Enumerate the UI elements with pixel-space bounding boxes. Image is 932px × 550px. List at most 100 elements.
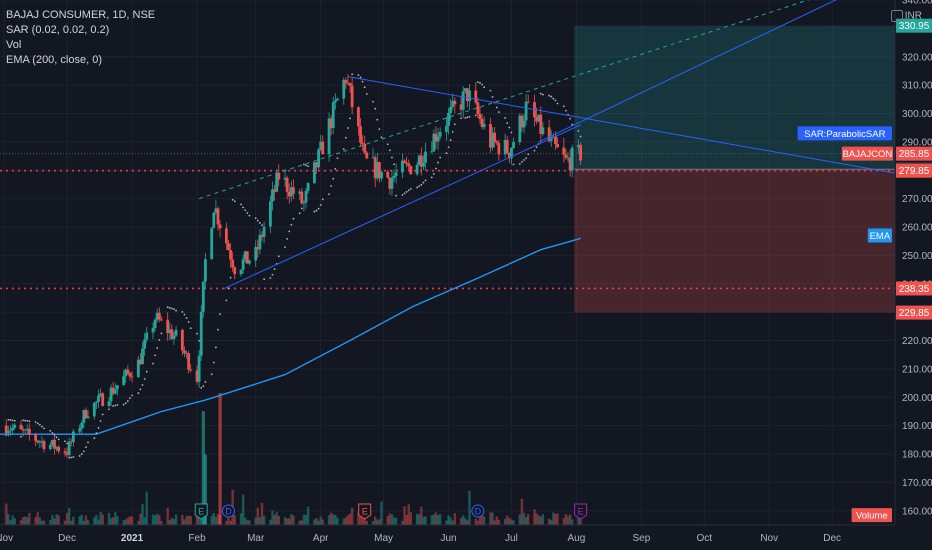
volume-bar: [99, 512, 102, 525]
sar-dot: [550, 95, 553, 98]
candle-body: [579, 144, 582, 161]
sar-dot: [508, 126, 511, 129]
volume-bar: [464, 518, 467, 525]
candle-body: [210, 228, 214, 260]
sar-dot: [347, 127, 349, 129]
currency-label[interactable]: INR: [890, 10, 922, 22]
candle-body: [212, 212, 216, 229]
volume-bar: [93, 517, 96, 525]
sar-dot: [55, 436, 58, 439]
sar-dot: [523, 159, 525, 161]
sar-dot: [166, 306, 169, 309]
volume-bar: [453, 513, 457, 525]
volume-bar: [489, 512, 492, 525]
price-label[interactable]: Volume: [851, 508, 892, 523]
price-label[interactable]: BAJAJCON 285.85: [841, 146, 932, 161]
legend-vol[interactable]: Vol: [6, 39, 22, 51]
candle-body: [23, 429, 27, 431]
volume-bar: [214, 516, 218, 525]
candle-body: [187, 353, 191, 370]
legend-ema[interactable]: EMA (200, close, 0): [6, 54, 102, 66]
price-label[interactable]: SAR:ParabolicSAR: [797, 126, 892, 141]
sar-dot: [521, 161, 523, 163]
price-label[interactable]: 330.95: [896, 18, 932, 33]
sar-dot: [495, 106, 498, 109]
candle-body: [549, 137, 553, 142]
sar-dot: [248, 214, 251, 217]
candle-body: [130, 376, 134, 378]
sar-dot: [28, 420, 31, 423]
volume-bar: [434, 512, 438, 525]
volume-bar: [451, 520, 454, 525]
event-marker-e[interactable]: E: [194, 503, 208, 520]
volume-bar: [5, 503, 8, 525]
volume-bar: [547, 518, 551, 525]
sar-dot: [380, 136, 383, 139]
sar-dot: [569, 117, 572, 120]
volume-bar: [556, 513, 559, 525]
volume-bar: [579, 517, 582, 525]
candle-body: [482, 123, 486, 128]
candle-body: [447, 112, 450, 126]
candle-body: [478, 114, 482, 120]
price-label-box: [896, 146, 932, 161]
sar-dot: [225, 299, 228, 302]
price-label[interactable]: EMA: [867, 228, 892, 243]
volume-bar: [506, 515, 509, 525]
candle-body: [503, 139, 507, 155]
volume-bar: [139, 513, 142, 525]
price-label-box: [841, 146, 893, 161]
sar-dot: [78, 455, 81, 457]
volume-bar: [401, 520, 404, 525]
volume-bar: [174, 514, 178, 525]
x-tick-label: 2021: [121, 533, 144, 544]
sar-dot: [80, 453, 83, 455]
event-marker-e[interactable]: E: [358, 503, 372, 520]
candle-body: [524, 101, 528, 121]
candle-body: [4, 425, 8, 434]
sar-dot: [330, 185, 333, 187]
price-label[interactable]: 229.85: [896, 305, 932, 320]
candle-body: [109, 387, 113, 402]
sar-dot: [313, 210, 316, 213]
candle-body: [476, 102, 480, 115]
volume-bar: [373, 516, 377, 525]
sar-dot: [504, 117, 507, 119]
price-label[interactable]: 279.85: [896, 163, 932, 178]
y-tick-label: 340.00: [902, 0, 932, 7]
event-marker-d[interactable]: D: [221, 504, 235, 518]
legend-sar[interactable]: SAR (0.02, 0.02, 0.2): [6, 24, 110, 36]
sar-dot: [242, 206, 245, 209]
volume-bar: [321, 519, 324, 525]
volume-bar: [292, 515, 295, 525]
candle-body: [331, 102, 335, 128]
sar-dot: [416, 186, 419, 189]
volume-bar: [350, 507, 354, 525]
candle-body: [438, 131, 442, 137]
candle-body: [564, 154, 568, 158]
candle-body: [239, 269, 243, 275]
sar-dot: [26, 419, 29, 422]
event-marker-e[interactable]: E: [574, 503, 588, 520]
x-tick-label: Jun: [440, 533, 456, 544]
volume-bar: [554, 513, 557, 525]
volume-bar: [275, 512, 278, 525]
price-label[interactable]: 238.35: [896, 281, 932, 296]
candle-body: [145, 332, 149, 340]
sar-dot: [168, 306, 171, 309]
event-marker-d[interactable]: D: [471, 504, 485, 518]
volume-bar: [415, 513, 419, 525]
event-marker-shape: [574, 503, 588, 520]
volume-bar: [315, 518, 318, 525]
volume-bar: [363, 517, 366, 525]
sar-dot: [391, 156, 393, 159]
candle-body: [570, 147, 574, 171]
sar-dot: [418, 185, 421, 187]
price-label-text: Volume: [856, 511, 888, 522]
volume-bar: [156, 513, 159, 525]
price-label-box: [867, 228, 892, 243]
legend-symbol[interactable]: BAJAJ CONSUMER, 1D, NSE: [6, 9, 156, 21]
sar-dot: [319, 204, 322, 206]
